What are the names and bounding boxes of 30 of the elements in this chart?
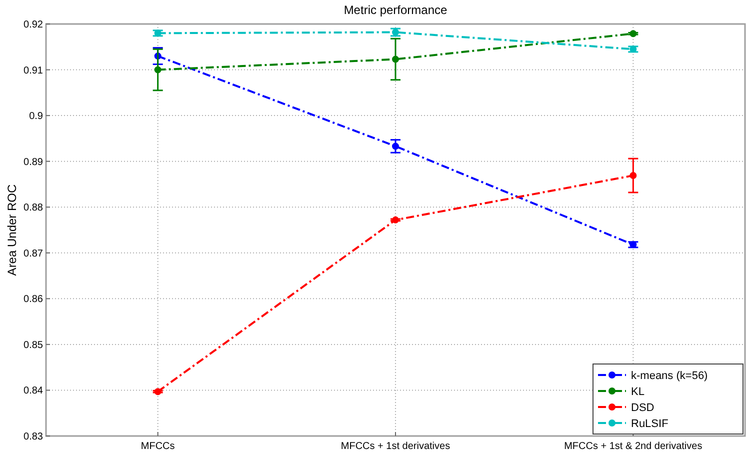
point: [630, 241, 637, 248]
legend-label: DSD: [631, 402, 654, 414]
point: [630, 172, 637, 180]
y-tick-label: 0.86: [24, 294, 44, 306]
point: [154, 30, 162, 37]
y-tick-label: 0.85: [24, 340, 44, 351]
y-tick-label: 0.87: [24, 248, 44, 260]
y-tick-label: 0.88: [24, 202, 44, 214]
y-axis-title: Area Under ROC: [5, 184, 19, 276]
chart-title: Metric performance: [344, 3, 448, 17]
y-tick-label: 0.83: [24, 432, 44, 442]
y-tick-label: 0.91: [24, 65, 44, 76]
point: [392, 56, 399, 63]
point: [630, 46, 637, 53]
x-tick-label: MFCCs + 1st & 2nd derivatives: [564, 441, 702, 452]
legend-label: k-means (k=56): [631, 370, 708, 382]
point: [392, 142, 399, 150]
x-tick-label: MFCCs: [140, 441, 175, 452]
y-tick-label: 0.92: [24, 20, 44, 30]
y-tick-label: 0.84: [24, 386, 44, 397]
y-tick-label: 0.89: [24, 156, 44, 168]
legend-label: KL: [631, 386, 644, 398]
point: [392, 28, 399, 36]
y-tick-label: 0.9: [29, 111, 44, 122]
legend-label: RuLSIF: [631, 418, 669, 430]
point: [154, 66, 162, 74]
x-tick-label: MFCCs + 1st derivatives: [340, 441, 450, 452]
point: [154, 388, 162, 396]
point: [630, 30, 637, 38]
point: [392, 216, 399, 224]
